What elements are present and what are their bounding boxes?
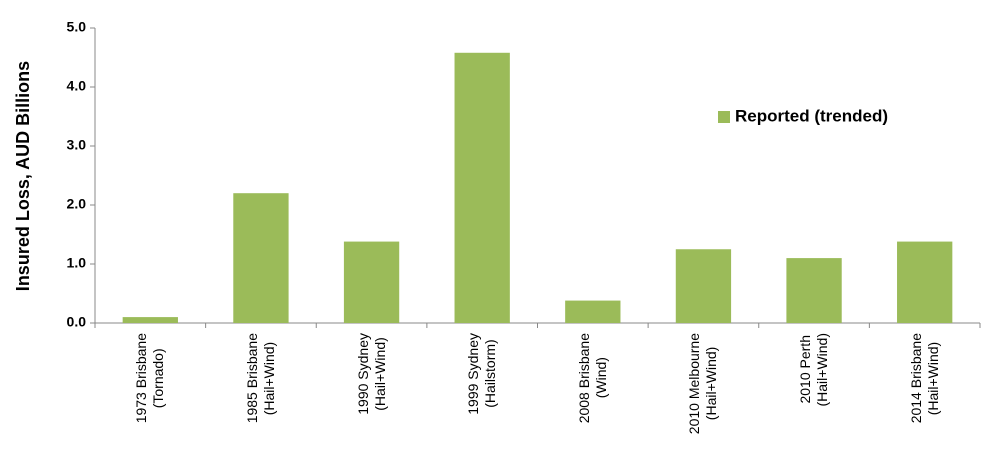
- y-tick-label: 4.0: [67, 78, 87, 94]
- x-tick-label: 2014 Brisbane (Hail+Wind): [907, 333, 941, 424]
- x-tick-label: 2010 Perth (Hail+Wind): [797, 333, 831, 407]
- y-tick-label: 5.0: [67, 19, 87, 35]
- legend-label: Reported (trended): [735, 106, 888, 125]
- x-tick-label: 1990 Sydney (Hail+Wind): [354, 333, 388, 415]
- legend-swatch: [718, 111, 730, 123]
- x-tick-label: 2010 Melbourne (Hail+Wind): [686, 333, 720, 435]
- bar: [122, 317, 178, 323]
- bar: [675, 249, 732, 323]
- bar: [233, 193, 289, 323]
- bar: [565, 300, 621, 323]
- y-axis-title: Insured Loss, AUD Billions: [13, 61, 33, 291]
- x-tick-label: 1973 Brisbane (Tornado): [133, 333, 167, 424]
- bar: [343, 241, 400, 323]
- y-tick-label: 1.0: [67, 255, 87, 271]
- x-tick-label: 1999 Sydney (Hailstorm): [465, 333, 499, 415]
- x-tick-label: 2008 Brisbane (Wind): [575, 333, 609, 424]
- bar: [897, 241, 953, 323]
- x-tick-label: 1985 Brisbane (Hail+Wind): [243, 333, 277, 424]
- bar: [786, 258, 842, 323]
- y-tick-label: 0.0: [67, 314, 87, 330]
- y-tick-label: 3.0: [67, 137, 87, 153]
- bar: [454, 52, 510, 323]
- y-tick-label: 2.0: [67, 196, 87, 212]
